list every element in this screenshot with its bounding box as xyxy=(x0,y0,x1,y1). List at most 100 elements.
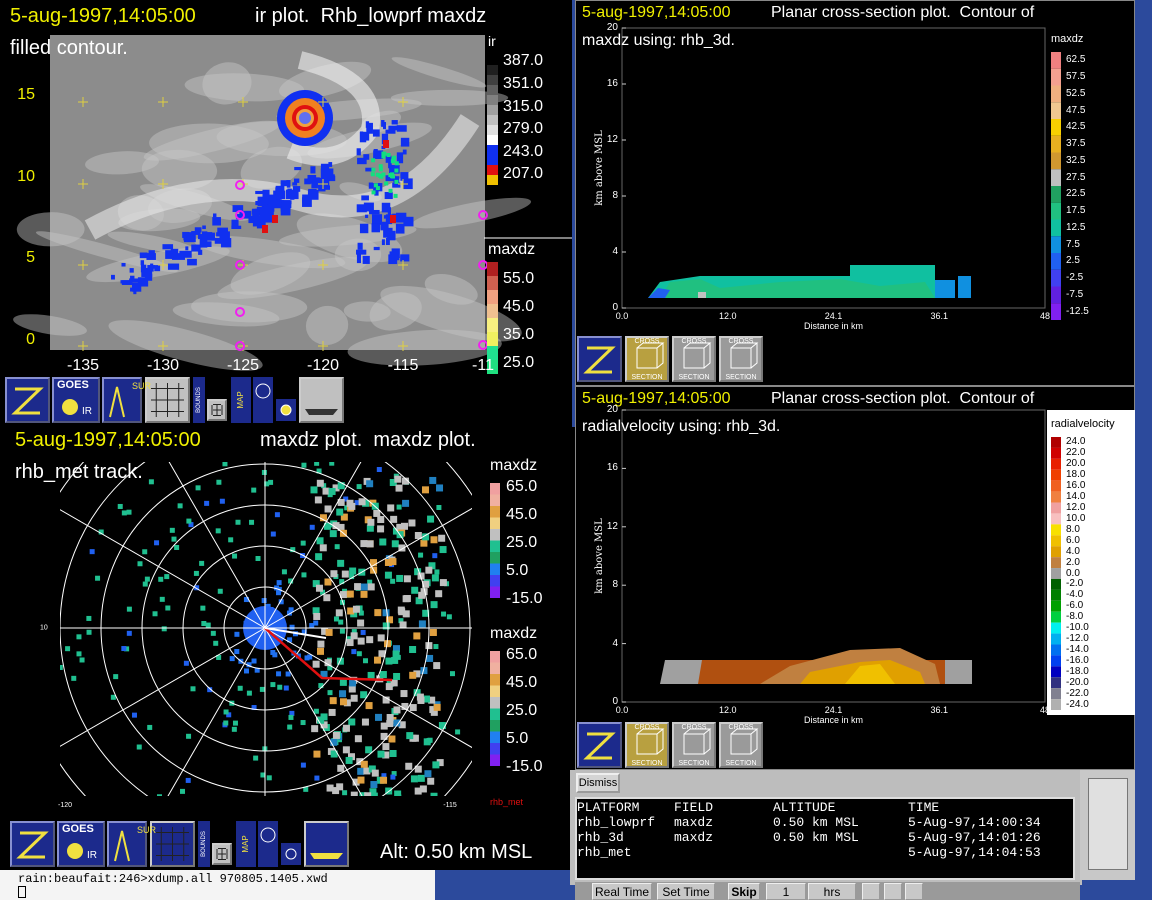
radar-echo xyxy=(356,651,362,657)
button-label[interactable]: SECTION xyxy=(631,374,663,381)
radar-echo xyxy=(204,500,210,506)
radar-echo xyxy=(356,484,362,490)
range-button[interactable] xyxy=(253,377,273,423)
cold-cloud xyxy=(357,157,367,165)
station-button[interactable] xyxy=(281,843,301,865)
x-tick-label: 12.0 xyxy=(718,311,737,321)
terminal-text: rain:beaufait:246>xdump.all 970805.1405.… xyxy=(18,872,328,886)
button-label[interactable]: 1 xyxy=(782,885,790,899)
button-label[interactable]: Dismiss xyxy=(578,777,618,789)
radar-echo xyxy=(274,585,280,591)
button-label[interactable]: IR xyxy=(87,850,97,861)
button-label[interactable]: CROSS xyxy=(634,338,660,345)
cold-cloud xyxy=(380,221,389,231)
radar-echo xyxy=(330,750,338,758)
button-label[interactable]: SECTION xyxy=(678,760,710,767)
radar-echo xyxy=(251,658,257,664)
range-button[interactable] xyxy=(258,821,278,867)
radar-echo xyxy=(363,658,369,664)
radar-echo xyxy=(283,685,289,691)
radar-echo xyxy=(215,528,221,534)
button-label[interactable]: SECTION xyxy=(631,760,663,767)
y-tick-label: 12 xyxy=(606,134,618,145)
radar-echo xyxy=(309,524,315,530)
ship-button[interactable] xyxy=(299,377,344,423)
radar-echo xyxy=(366,524,374,532)
radar-echo xyxy=(121,646,127,652)
radar-echo xyxy=(311,725,319,733)
radar-echo xyxy=(321,627,329,635)
cross-section-button[interactable] xyxy=(672,722,716,768)
radar-echo xyxy=(65,646,71,652)
radar-echo xyxy=(223,709,229,715)
button-label[interactable]: CROSS xyxy=(681,724,707,731)
legend-label: 2.5 xyxy=(1066,255,1080,267)
z-button[interactable] xyxy=(5,377,50,423)
button-label[interactable]: Skip xyxy=(731,885,757,899)
button-label[interactable]: SECTION xyxy=(678,374,710,381)
radar-echo xyxy=(193,570,199,576)
maxdz-colorbar-segment xyxy=(487,262,498,276)
cold-cloud xyxy=(121,280,133,285)
bounds-button[interactable] xyxy=(198,821,210,867)
radar-echo xyxy=(324,659,332,667)
lon-label: -115 xyxy=(387,357,419,374)
button-label[interactable]: BOUNDS xyxy=(196,387,202,413)
radar-echo xyxy=(317,647,325,655)
button-label[interactable]: SUR xyxy=(132,381,152,391)
radar-echo xyxy=(205,453,210,458)
button-label[interactable]: MAP xyxy=(241,835,250,853)
radar-echo xyxy=(346,499,354,507)
radar-echo xyxy=(288,714,294,720)
radar-echo xyxy=(126,630,132,636)
map-button[interactable] xyxy=(236,821,256,867)
map-button[interactable] xyxy=(231,377,251,423)
bounds-button[interactable] xyxy=(193,377,205,423)
radar-echo xyxy=(381,773,387,779)
radar-echo xyxy=(385,657,393,665)
radar-echo xyxy=(349,679,357,687)
cold-cloud xyxy=(273,190,286,200)
button-label[interactable]: IR xyxy=(82,406,92,417)
radar-echo xyxy=(406,732,414,740)
radar-echo xyxy=(377,634,385,642)
dismiss-button[interactable] xyxy=(576,773,620,793)
button-label[interactable]: CROSS xyxy=(634,724,660,731)
window-title: Planar cross-section plot. Contour of xyxy=(771,390,1035,407)
sur-button[interactable] xyxy=(102,377,142,423)
ir-colorbar-segment xyxy=(487,85,498,95)
cloud xyxy=(191,291,308,323)
radar-echo xyxy=(394,168,399,173)
cold-cloud xyxy=(131,282,142,292)
button-label[interactable]: Real Time xyxy=(594,885,650,899)
radar-echo xyxy=(171,536,177,542)
button-label[interactable]: GOES xyxy=(57,379,89,391)
radar-echo xyxy=(339,579,345,585)
colorbar-segment xyxy=(1051,644,1061,656)
radar-echo xyxy=(200,605,206,611)
radar-echo xyxy=(397,606,405,614)
button-label[interactable]: hrs xyxy=(823,885,841,899)
sur-button[interactable] xyxy=(107,821,147,867)
plot-frame xyxy=(621,409,1046,703)
goes-button[interactable] xyxy=(57,821,105,867)
radar-echo xyxy=(315,584,323,592)
button-label[interactable]: BOUNDS xyxy=(201,831,207,857)
goes-button[interactable] xyxy=(52,377,100,423)
button-label[interactable]: SECTION xyxy=(725,374,757,381)
button-label[interactable]: CROSS xyxy=(728,338,754,345)
button-label[interactable]: CROSS xyxy=(681,338,707,345)
button-label[interactable]: SECTION xyxy=(725,760,757,767)
radar-echo xyxy=(126,606,132,612)
button-label[interactable]: CROSS xyxy=(728,724,754,731)
ship-button[interactable] xyxy=(304,821,349,867)
radar-echo xyxy=(217,588,223,594)
button-label[interactable]: SUR xyxy=(137,825,157,835)
radar-echo xyxy=(371,769,379,777)
button-label[interactable]: MAP xyxy=(236,391,245,409)
station-icon xyxy=(280,404,292,416)
x-tick-label: 0.0 xyxy=(615,311,629,321)
button-label[interactable]: GOES xyxy=(62,823,94,835)
ship-icon xyxy=(305,409,338,415)
button-label[interactable]: Set Time xyxy=(662,885,710,899)
